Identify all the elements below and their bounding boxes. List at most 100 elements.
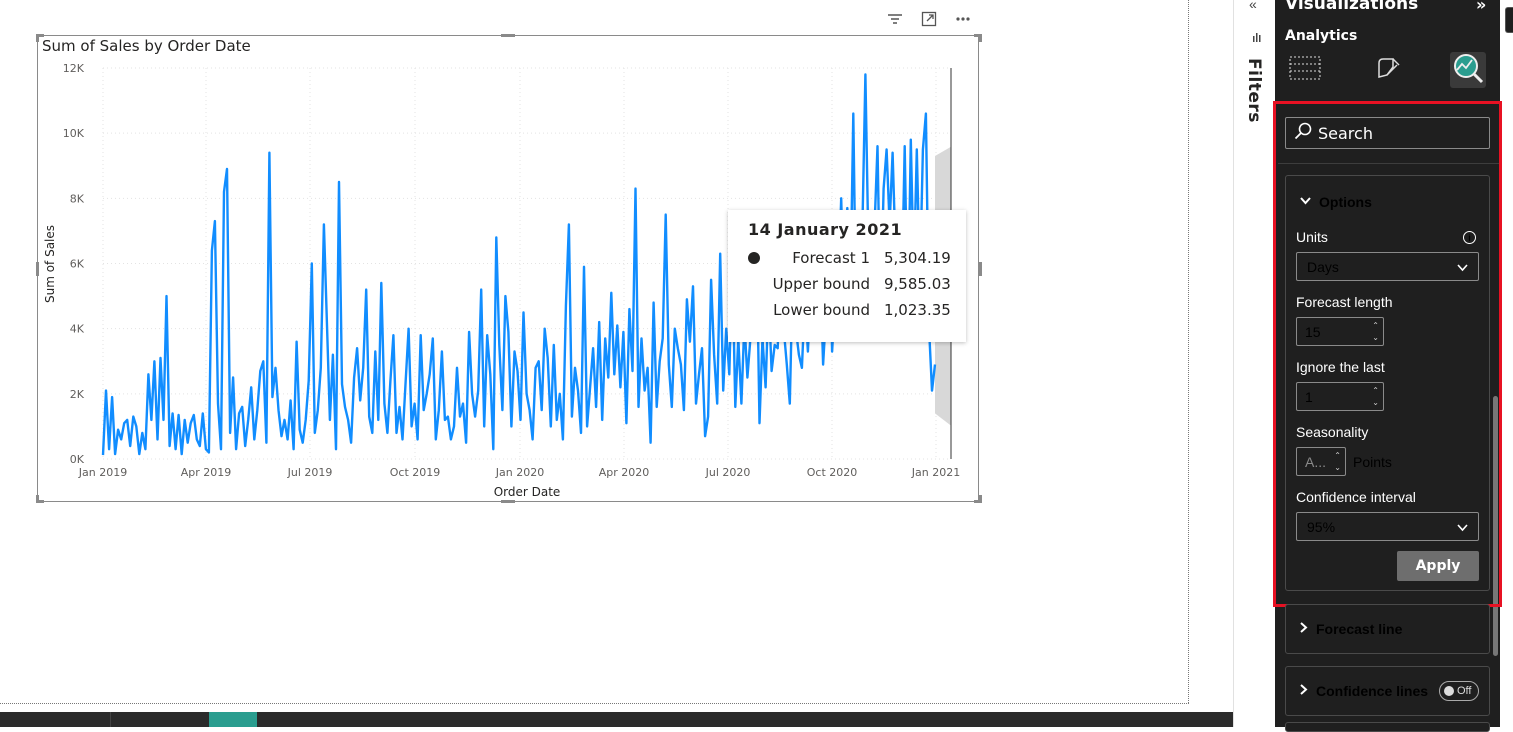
x-tick-label: Oct 2020 bbox=[807, 466, 858, 479]
x-tick-label: Apr 2020 bbox=[599, 466, 650, 479]
y-tick-label: 8K bbox=[70, 192, 85, 205]
tooltip-title: 14 January 2021 bbox=[748, 220, 903, 239]
stepper-arrows[interactable]: ⌃ ⌄ bbox=[1334, 450, 1341, 474]
chevron-down-icon[interactable]: ⌄ bbox=[1334, 463, 1341, 472]
resize-handle[interactable] bbox=[36, 34, 44, 37]
tooltip-label: Lower bound bbox=[773, 301, 870, 319]
chevron-down-icon[interactable]: ⌄ bbox=[1372, 398, 1379, 407]
options-header-label: Options bbox=[1319, 194, 1372, 210]
options-header[interactable]: Options bbox=[1300, 194, 1372, 210]
units-label: Units bbox=[1296, 229, 1328, 245]
x-tick-label: Jan 2020 bbox=[495, 466, 544, 479]
filters-label[interactable]: Filters bbox=[1244, 58, 1264, 123]
forecast-line-section[interactable]: Forecast line bbox=[1285, 604, 1490, 654]
tooltip-row: Forecast 1 5,304.19 bbox=[748, 245, 951, 271]
apply-button[interactable]: Apply bbox=[1397, 551, 1479, 581]
confidence-lines-section[interactable]: Confidence lines Off bbox=[1285, 666, 1490, 716]
analytics-magnifier-icon bbox=[1452, 52, 1484, 88]
units-value: Days bbox=[1307, 258, 1339, 275]
tooltip-value: 5,304.19 bbox=[884, 249, 951, 267]
seasonality-unit: Points bbox=[1353, 454, 1392, 470]
resize-handle[interactable] bbox=[36, 34, 39, 42]
collapsed-panel-stub[interactable] bbox=[1505, 7, 1513, 33]
tooltip-row: Lower bound 1,023.35 bbox=[748, 297, 951, 323]
stepper-arrows[interactable]: ⌃ ⌄ bbox=[1372, 385, 1379, 409]
resize-handle[interactable] bbox=[979, 262, 982, 276]
chevron-down-icon[interactable]: ⌄ bbox=[1372, 333, 1379, 342]
y-tick-label: 10K bbox=[63, 127, 85, 140]
resize-handle[interactable] bbox=[501, 34, 515, 37]
search-input[interactable] bbox=[1318, 123, 1478, 143]
pane-subtitle: Analytics bbox=[1285, 28, 1358, 44]
expand-filters-icon[interactable]: « bbox=[1249, 0, 1257, 12]
chevron-up-icon[interactable]: ⌃ bbox=[1334, 451, 1341, 460]
chevron-down-icon bbox=[1457, 259, 1468, 275]
resize-handle[interactable] bbox=[36, 262, 39, 276]
format-visual-tab[interactable] bbox=[1370, 52, 1406, 88]
y-tick-label: 12K bbox=[63, 62, 85, 75]
tooltip-label: Upper bound bbox=[772, 275, 870, 293]
canvas-border bbox=[1188, 0, 1189, 703]
section-label: Forecast line bbox=[1316, 621, 1403, 637]
collapse-pane-icon[interactable]: » bbox=[1476, 0, 1487, 14]
forecast-length-stepper[interactable]: 15 ⌃ ⌄ bbox=[1296, 317, 1384, 346]
chart-tooltip: 14 January 2021 Forecast 1 5,304.19 Uppe… bbox=[728, 210, 966, 342]
fields-grid-icon bbox=[1289, 54, 1321, 86]
filter-icon[interactable] bbox=[884, 10, 906, 28]
filters-pane-collapsed: « Filters bbox=[1233, 0, 1274, 727]
canvas-border bbox=[0, 703, 1189, 704]
tooltip-label: Forecast 1 bbox=[792, 249, 870, 267]
more-options-icon[interactable] bbox=[952, 10, 974, 28]
chevron-right-icon bbox=[1300, 684, 1308, 698]
paintbrush-icon bbox=[1373, 53, 1403, 87]
confidence-interval-value: 95% bbox=[1307, 518, 1336, 535]
info-icon[interactable]: i bbox=[1463, 231, 1476, 244]
build-visual-tab[interactable] bbox=[1287, 52, 1323, 88]
resize-handle[interactable] bbox=[36, 500, 44, 503]
visual-header bbox=[884, 10, 974, 28]
analytics-tab[interactable] bbox=[1450, 52, 1486, 88]
toggle-knob bbox=[1444, 686, 1454, 696]
line-chart-visual[interactable]: Sum of Sales by Order Date 0K 2K 4K 6K 8K 10K… bbox=[37, 35, 979, 502]
resize-handle[interactable] bbox=[501, 500, 515, 503]
y-tick-label: 4K bbox=[70, 323, 85, 336]
series-dot-icon bbox=[748, 252, 760, 264]
units-dropdown[interactable]: Days bbox=[1296, 252, 1479, 281]
seasonality-label: Seasonality bbox=[1296, 424, 1369, 440]
y-axis-title: Sum of Sales bbox=[43, 225, 57, 303]
tooltip-row: Upper bound 9,585.03 bbox=[748, 271, 951, 297]
x-tick-label: Jul 2020 bbox=[705, 466, 751, 479]
seasonality-value: A... bbox=[1305, 453, 1327, 470]
confidence-interval-label: Confidence interval bbox=[1296, 489, 1416, 505]
focus-mode-icon[interactable] bbox=[918, 10, 940, 28]
x-tick-label: Jan 2019 bbox=[78, 466, 127, 479]
tab-separator bbox=[110, 712, 111, 727]
pane-title: Visualizations bbox=[1285, 0, 1419, 14]
confidence-lines-toggle[interactable]: Off bbox=[1439, 681, 1479, 701]
next-section[interactable] bbox=[1285, 722, 1490, 732]
resize-handle[interactable] bbox=[974, 34, 982, 37]
x-tick-label: Oct 2019 bbox=[390, 466, 441, 479]
pane-scrollbar-thumb[interactable] bbox=[1493, 396, 1498, 656]
confidence-interval-dropdown[interactable]: 95% bbox=[1296, 512, 1479, 541]
resize-handle[interactable] bbox=[36, 495, 39, 503]
chevron-up-icon[interactable]: ⌃ bbox=[1372, 386, 1379, 395]
seasonality-stepper[interactable]: A... ⌃ ⌄ bbox=[1296, 447, 1346, 476]
forecast-options-card: Options Units i Days Forecast length 15 … bbox=[1285, 175, 1490, 591]
resize-handle[interactable] bbox=[979, 34, 982, 42]
add-page-tab[interactable] bbox=[209, 712, 257, 727]
ignore-last-label: Ignore the last bbox=[1296, 359, 1385, 375]
resize-handle[interactable] bbox=[974, 500, 982, 503]
chevron-up-icon[interactable]: ⌃ bbox=[1372, 321, 1379, 330]
x-tick-label: Jul 2019 bbox=[287, 466, 333, 479]
ignore-last-stepper[interactable]: 1 ⌃ ⌄ bbox=[1296, 382, 1384, 411]
chevron-right-icon bbox=[1300, 622, 1308, 636]
forecast-length-value: 15 bbox=[1305, 323, 1321, 340]
y-tick-label: 0K bbox=[70, 453, 85, 466]
stepper-arrows[interactable]: ⌃ ⌄ bbox=[1372, 320, 1379, 344]
filters-bars-icon bbox=[1253, 31, 1261, 45]
search-box[interactable] bbox=[1285, 117, 1490, 149]
tooltip-value: 9,585.03 bbox=[884, 275, 951, 293]
resize-handle[interactable] bbox=[979, 495, 982, 503]
window-right-edge bbox=[1500, 0, 1513, 727]
